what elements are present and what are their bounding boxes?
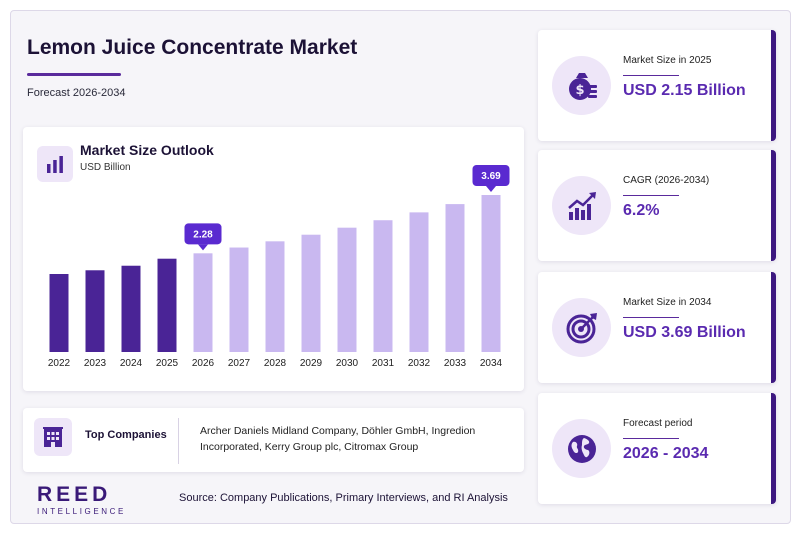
kpi-value: USD 3.69 Billion <box>623 324 746 341</box>
money-bag-icon: $ <box>552 56 611 115</box>
bar-2024 <box>121 265 141 352</box>
title-underline <box>27 73 121 76</box>
reed-intelligence-logo: REED INTELLIGENCE <box>37 483 126 516</box>
bar-2022 <box>49 274 69 352</box>
x-tick-label: 2032 <box>408 358 431 369</box>
x-tick-label: 2028 <box>264 358 287 369</box>
bar-2026 <box>193 253 213 352</box>
globe-icon <box>552 419 611 478</box>
building-icon <box>34 418 72 456</box>
bar-2025 <box>157 258 177 352</box>
kpi-card-market-size-2034: Market Size in 2034 USD 3.69 Billion <box>538 272 776 383</box>
kpi-label: Market Size in 2025 <box>623 55 712 66</box>
kpi-divider <box>623 195 679 196</box>
bar-2028 <box>265 241 285 352</box>
growth-chart-icon <box>552 176 611 235</box>
target-icon <box>552 298 611 357</box>
chart-card: Market Size Outlook USD Billion 2022 2023… <box>23 127 524 391</box>
source-note: Source: Company Publications, Primary In… <box>179 492 508 504</box>
bar-2033 <box>445 204 465 352</box>
callout-pointer <box>486 186 496 192</box>
kpi-label: Market Size in 2034 <box>623 297 712 308</box>
svg-text:$: $ <box>575 83 584 98</box>
x-tick-label: 2034 <box>480 358 503 369</box>
kpi-card-forecast-period: Forecast period 2026 - 2034 <box>538 393 776 504</box>
top-companies-card: Top Companies Archer Daniels Midland Com… <box>23 408 524 472</box>
data-label: 2.28 <box>193 229 213 240</box>
bar-2023 <box>85 270 105 352</box>
bar-2031 <box>373 220 393 352</box>
page-title: Lemon Juice Concentrate Market <box>27 36 358 59</box>
x-tick-label: 2033 <box>444 358 467 369</box>
data-label: 3.69 <box>481 171 501 182</box>
bar-2027 <box>229 247 249 352</box>
kpi-value: USD 2.15 Billion <box>623 82 746 99</box>
divider <box>178 418 179 464</box>
kpi-divider <box>623 438 679 439</box>
page-subtitle: Forecast 2026-2034 <box>27 87 126 99</box>
bar-2034 <box>481 195 501 352</box>
kpi-card-cagr: CAGR (2026-2034) 6.2% <box>538 150 776 261</box>
logo-subtext: INTELLIGENCE <box>37 507 126 516</box>
data-label-callout-2026: 2.28 <box>184 223 222 251</box>
top-companies-list: Archer Daniels Midland Company, Döhler G… <box>200 425 476 453</box>
bar-chart: 2022 2023 2024 2025 2026 2.28 2027 2028 2029 2030… <box>48 165 510 369</box>
kpi-label: CAGR (2026-2034) <box>623 175 710 186</box>
x-tick-label: 2029 <box>300 358 323 369</box>
x-tick-label: 2024 <box>120 358 143 369</box>
x-tick-label: 2030 <box>336 358 359 369</box>
callout-pointer <box>198 244 208 251</box>
bar-2030 <box>337 227 357 352</box>
kpi-divider <box>623 75 679 76</box>
chart-unit: USD Billion <box>80 162 131 173</box>
x-tick-label: 2031 <box>372 358 395 369</box>
bar-chart-icon <box>37 146 73 182</box>
kpi-label: Forecast period <box>623 418 693 429</box>
callout-box <box>472 165 510 186</box>
kpi-divider <box>623 317 679 318</box>
kpi-value: 2026 - 2034 <box>623 445 709 462</box>
bar-2032 <box>409 212 429 352</box>
x-tick-label: 2025 <box>156 358 179 369</box>
kpi-card-market-size-2025: $ Market Size in 2025 USD 2.15 Billion <box>538 30 776 141</box>
bar-2029 <box>301 234 321 352</box>
x-tick-label: 2027 <box>228 358 251 369</box>
kpi-value: 6.2% <box>623 202 660 219</box>
x-tick-label: 2026 <box>192 358 215 369</box>
top-companies-label: Top Companies <box>85 429 167 441</box>
data-label-callout-2034: 3.69 <box>472 165 510 192</box>
chart-title: Market Size Outlook <box>80 142 214 158</box>
logo-wordmark: REED <box>37 483 112 506</box>
x-tick-label: 2022 <box>48 358 71 369</box>
callout-box <box>184 223 222 245</box>
x-tick-label: 2023 <box>84 358 107 369</box>
